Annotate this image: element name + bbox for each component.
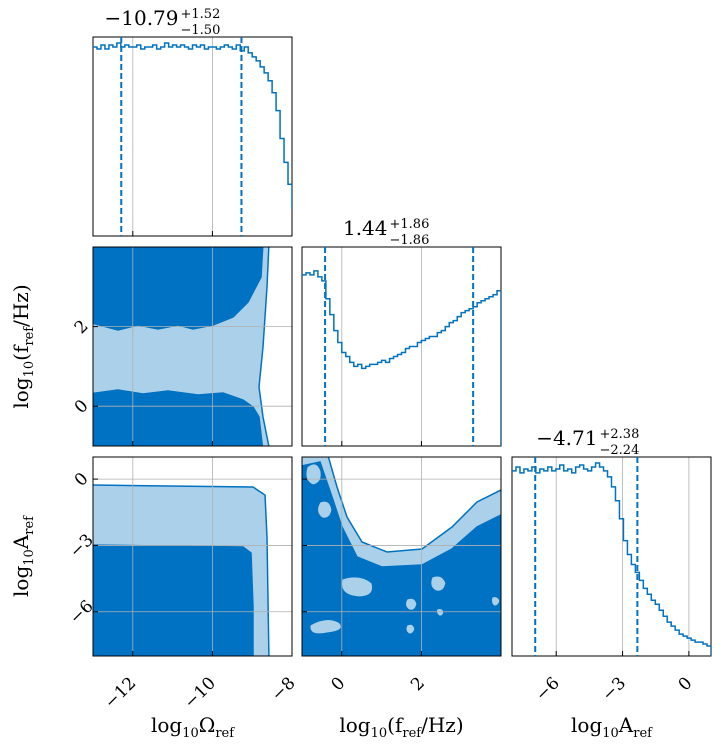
contour-island [316,500,333,519]
axis-label-part: Ω [199,713,216,737]
histogram-title-amp: −4.71 [536,426,597,450]
x-tick-label: −10 [180,673,220,713]
contour-island [305,463,322,486]
y-axis-label-amp: log10Aref [9,515,37,597]
histogram-title-omega: −10.79 [104,6,178,30]
x-tick-label: −3 [598,673,630,705]
title-lower-error: −1.86 [390,233,430,248]
axis-label-part: 10 [22,361,37,378]
histogram-step [302,270,501,446]
axis-label-part: ref [215,726,235,741]
contour-inner [93,544,254,656]
x-tick-label: 0 [675,673,697,695]
histogram-panel-amp [511,456,712,657]
contour-inner [302,461,501,656]
histogram-step [93,42,292,209]
x-axis-label-fref: log10(fref/Hz) [339,713,463,741]
title-lower-error: −2.24 [600,443,640,458]
contour-island [435,607,445,617]
contour-inner-upper [93,247,264,331]
x-axis-label-amp: log10Aref [571,713,653,741]
contour-island [490,595,501,607]
axis-label-part: ref [22,515,37,535]
axis-label-part: ref [402,726,422,741]
axis-label-part: 10 [22,549,37,566]
x-tick-label: −12 [101,673,141,713]
contour-island [430,575,447,592]
contour-panel-amp-fref [301,456,502,657]
axis-label-part: log [339,713,370,737]
title-upper-error: +2.38 [600,427,640,442]
axis-label-part: (f [387,713,404,737]
histogram-fref [302,247,501,446]
axis-label-part: log [9,566,33,597]
contour-island [340,576,374,598]
contour-island [309,618,343,635]
x-tick-label: 2 [407,673,429,695]
contour-amp-omega [93,484,270,656]
axis-label-part: log [9,377,33,408]
title-upper-error: +1.86 [390,217,430,232]
histogram-step [512,462,711,656]
contour-panel-amp-omega [92,456,293,657]
y-tick-label: 0 [71,469,93,491]
contour-island [404,597,418,611]
panel-frame [511,456,712,657]
axis-label-part: /Hz) [421,713,464,737]
axis-label-part: log [571,713,602,737]
contour-amp-fref [302,457,501,656]
histogram-panel-fref [301,246,502,447]
title-lower-error: −1.50 [181,23,221,38]
x-tick-label: 0 [328,673,350,695]
y-axis-label-fref: log10(fref/Hz) [9,284,37,408]
axis-label-part: 10 [182,726,199,741]
panel-frame [92,246,293,447]
axis-label-part: /Hz) [9,284,33,327]
panel-frame [92,36,293,237]
x-axis-label-omega: log10Ωref [151,713,235,741]
x-tick-label: −8 [268,673,300,705]
histogram-title-fref: 1.44 [343,216,388,240]
contour-inner-lower [93,389,264,446]
panel-frame [301,456,502,657]
contour-panel-fref-omega [92,246,293,447]
axis-label-part: 10 [602,726,619,741]
axis-label-part: ref [633,726,653,741]
title-upper-error: +1.52 [181,7,221,22]
contour-fref-omega [93,247,270,446]
axis-label-part: 10 [371,726,388,741]
panel-frame [92,456,293,657]
axis-label-part: A [9,534,33,550]
contour-island [405,623,416,635]
axis-label-part: ref [22,326,37,346]
axis-label-part: (f [9,344,33,361]
axis-label-part: A [618,713,634,737]
histogram-amp [512,457,711,656]
axis-label-part: log [151,713,182,737]
y-tick-label: 0 [71,396,93,418]
x-tick-label: −6 [532,673,564,705]
panel-frame [301,246,502,447]
y-tick-label: 2 [71,316,93,338]
histogram-omega [93,37,292,236]
